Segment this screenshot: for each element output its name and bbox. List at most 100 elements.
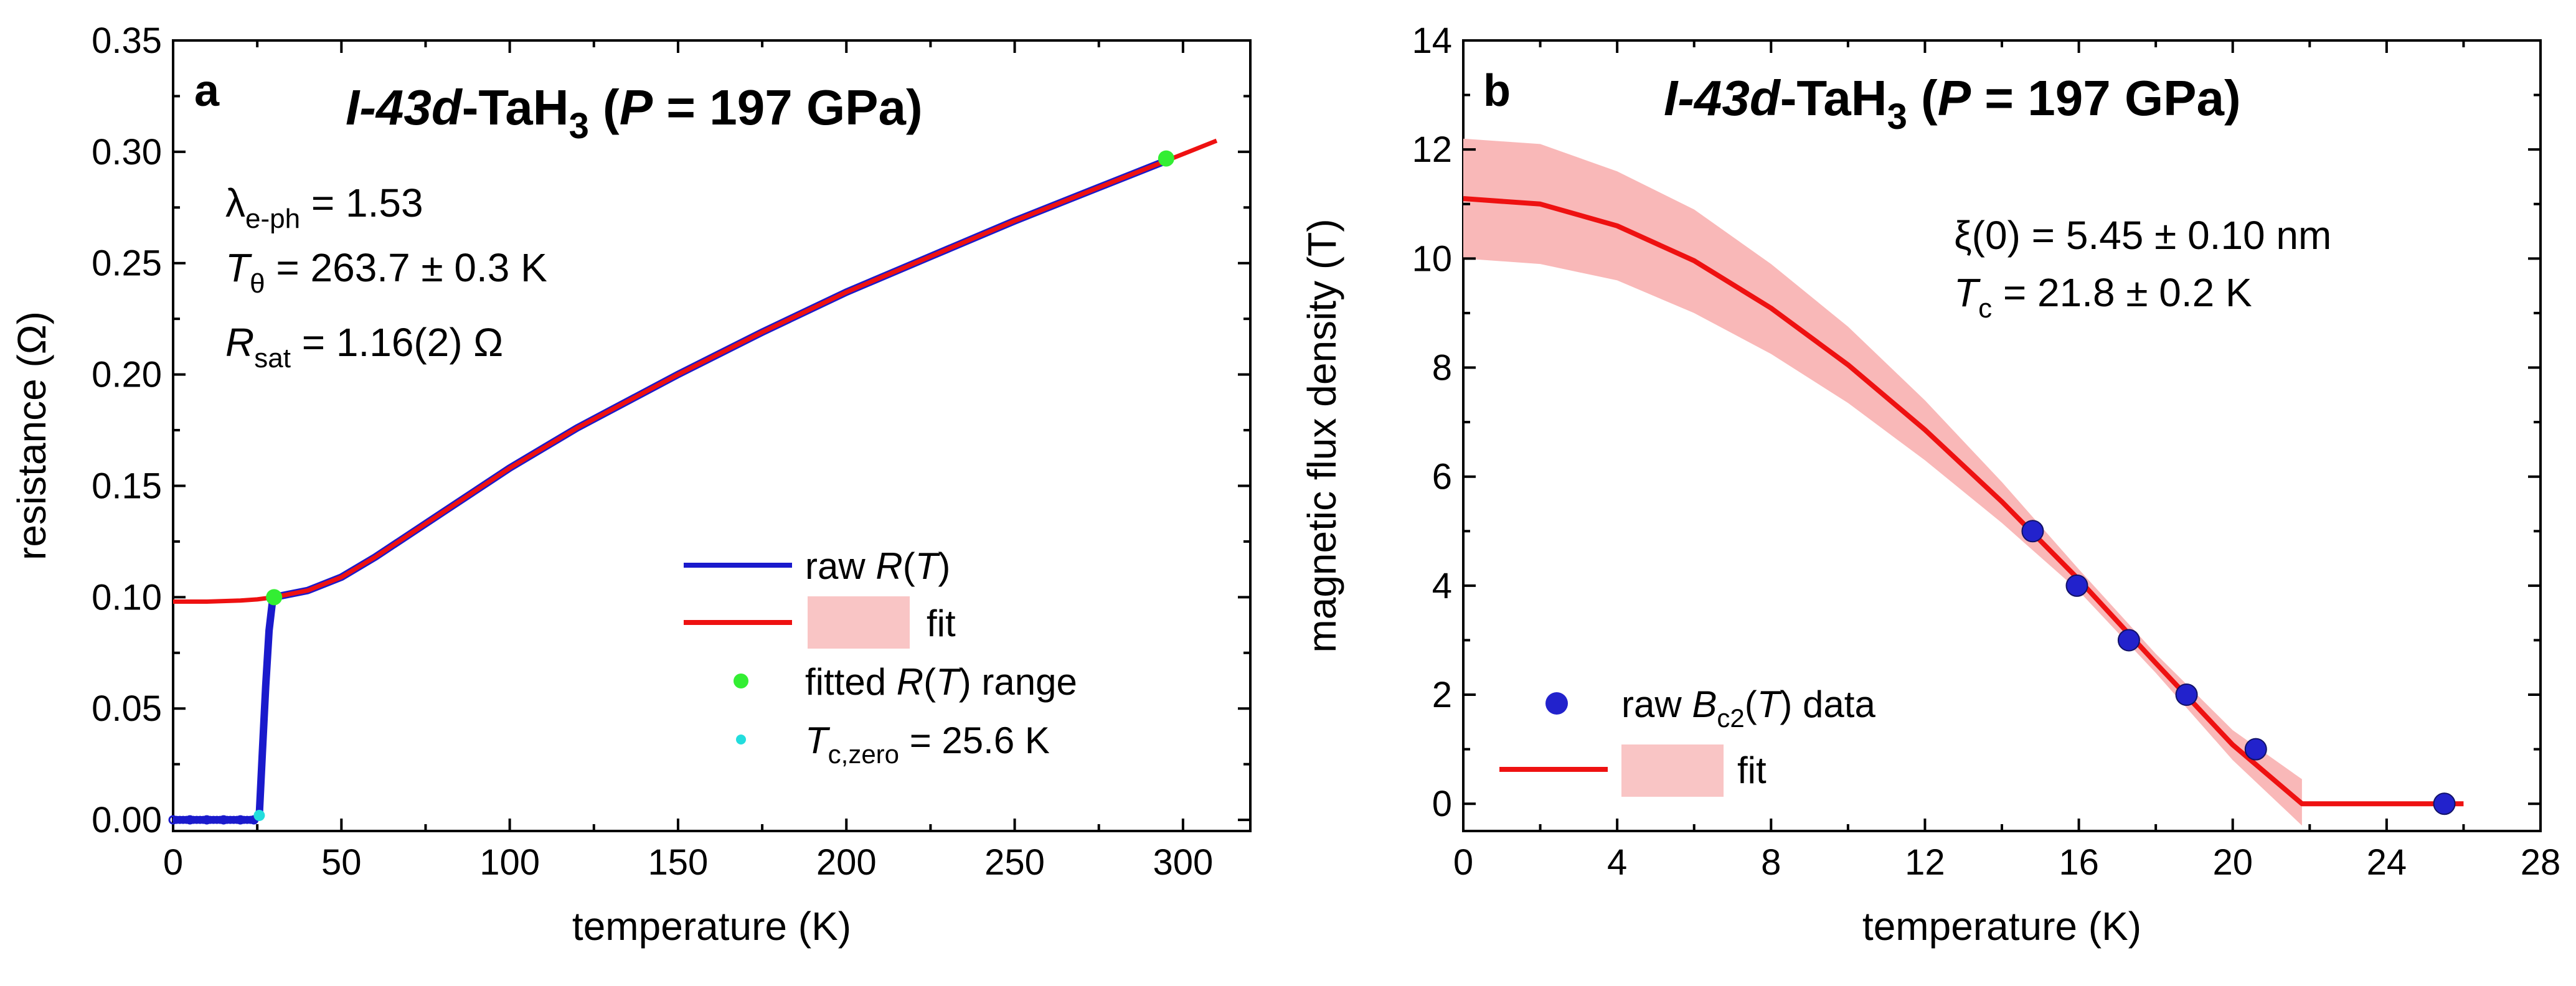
title-phase: I-43d	[346, 80, 463, 135]
title-pressure-var: P	[620, 80, 653, 135]
b-xtick-label: 24	[2367, 842, 2407, 883]
a-ytick-label: 0.25	[92, 243, 162, 284]
legend-a: raw R(T) fit fitted R(T) range Tc,zero =…	[684, 545, 1077, 769]
legend-a-fitted-marker	[734, 674, 748, 688]
y-axis-label-a: resistance (Ω)	[9, 311, 54, 560]
fitted-range-marker	[1158, 150, 1174, 167]
legend-a-raw-var: R	[875, 545, 902, 587]
annot-lambda: λe-ph = 1.53	[225, 181, 423, 234]
panel-letter-b: b	[1483, 66, 1511, 116]
b-ytick-label: 4	[1432, 566, 1452, 606]
annot-lambda-main: λ	[225, 181, 245, 225]
legend-b-raw-marker	[1545, 692, 1568, 715]
b-xtick-label: 8	[1761, 842, 1781, 883]
fit-series-line	[173, 138, 1218, 604]
legend-a-fit-label: fit	[927, 603, 956, 644]
legend-a-tc-marker	[736, 735, 746, 744]
legend-b-raw-arg: T	[1757, 683, 1783, 725]
a-xtick-label: 150	[648, 842, 709, 883]
b-ytick-label: 2	[1432, 675, 1452, 715]
b-xtick-label: 20	[2212, 842, 2253, 883]
legend-b-raw-sub: c2	[1717, 703, 1744, 733]
a-ytick-label: 0.15	[92, 466, 162, 506]
legend-b-raw-post: ) data	[1780, 683, 1875, 725]
legend-b-raw-label: raw Bc2(T) data	[1621, 683, 1875, 733]
title-phase: I-43d	[1664, 70, 1781, 126]
b-xtick-label: 16	[2059, 842, 2099, 883]
a-ytick-label: 0.10	[92, 577, 162, 617]
legend-a-raw-label: raw R(T)	[805, 545, 950, 587]
annot-rsat: Rsat = 1.16(2) Ω	[225, 320, 503, 373]
b-xtick-label: 12	[1905, 842, 1945, 883]
panel-letter-a: a	[194, 66, 220, 116]
b-xtick-label: 4	[1607, 842, 1627, 883]
a-xtick-label: 50	[321, 842, 362, 883]
legend-b-raw-open: (	[1745, 683, 1757, 725]
annot-lambda-sub: e-ph	[245, 204, 300, 234]
y-axis-label-b: magnetic flux density (T)	[1300, 218, 1344, 652]
a-xtick-label: 200	[816, 842, 877, 883]
title-pressure-open: (	[589, 80, 620, 135]
annot-theta-sub: θ	[250, 268, 265, 299]
annot-rsat-main: R	[225, 320, 254, 365]
legend-a-fitted-var: R	[897, 661, 923, 703]
legend-a-fitted-arg: T	[936, 661, 961, 703]
annot-tc: Tc = 21.8 ± 0.2 K	[1954, 270, 2252, 324]
tc-zero-marker	[253, 809, 265, 821]
plot-frame-a	[172, 39, 1252, 832]
title-compound: -TaH	[1780, 70, 1887, 126]
a-xtick-label: 0	[163, 842, 183, 883]
a-xtick-label: 250	[984, 842, 1045, 883]
title-compound: -TaH	[462, 80, 569, 135]
legend-a-raw-close: )	[938, 545, 950, 587]
annot-theta: Tθ = 263.7 ± 0.3 K	[225, 245, 547, 299]
b-ytick-label: 12	[1412, 129, 1452, 170]
x-axis-label-b: temperature (K)	[1862, 904, 2141, 949]
legend-b-raw-var: B	[1692, 683, 1717, 725]
legend-a-fitted-label: fitted R(T) range	[805, 661, 1077, 703]
b-ytick-label: 8	[1432, 348, 1452, 388]
title-pressure-val: = 197 GPa)	[653, 80, 923, 135]
b-ytick-label: 14	[1412, 21, 1452, 61]
b-xtick-label: 0	[1453, 842, 1473, 883]
bc2-data-point	[2065, 574, 2088, 597]
title-pressure-var: P	[1938, 70, 1971, 126]
bc2-data-point	[2021, 520, 2044, 543]
annot-tc-val: = 21.8 ± 0.2 K	[1992, 270, 2252, 315]
series-group-a	[168, 138, 1218, 825]
bc2-data-point	[2175, 683, 2198, 707]
legend-b-fit-band	[1621, 744, 1724, 797]
b-xtick-label: 28	[2521, 842, 2561, 883]
panel-a-title: I-43d-TaH3 (P = 197 GPa)	[346, 80, 923, 146]
a-ytick-label: 0.05	[92, 688, 162, 729]
panel-b-title: I-43d-TaH3 (P = 197 GPa)	[1664, 70, 2241, 137]
legend-b: raw Bc2(T) data fit	[1499, 683, 1875, 797]
panel-a-chart: 0 50 100 150 200 250 300 0.00 0.05 0.10 0.15 0.20 0.…	[9, 21, 1252, 949]
annot-tc-main: T	[1954, 270, 1981, 315]
b-ytick-label: 0	[1432, 784, 1452, 824]
legend-a-fit-band	[808, 596, 910, 649]
legend-a-fitted-pre: fitted	[805, 661, 897, 703]
a-xtick-label: 100	[479, 842, 540, 883]
legend-a-tc-sub: c,zero	[828, 740, 899, 769]
a-ytick-label: 0.30	[92, 132, 162, 172]
fitted-range-marker	[266, 589, 283, 606]
legend-b-raw-pre: raw	[1621, 683, 1692, 725]
legend-a-raw-post: (	[903, 545, 915, 587]
x-axis-label-a: temperature (K)	[572, 904, 851, 949]
legend-a-tc-label: Tc,zero = 25.6 K	[805, 720, 1050, 769]
fit-series-line	[1463, 196, 2464, 807]
title-pressure-val: = 197 GPa)	[1971, 70, 2241, 126]
legend-a-fitted-post: ) range	[959, 661, 1077, 703]
legend-a-tc-val: = 25.6 K	[899, 720, 1050, 761]
legend-a-raw-arg: T	[915, 545, 941, 587]
a-ytick-label: 0.35	[92, 21, 162, 61]
legend-b-fit-label: fit	[1737, 749, 1767, 791]
a-ytick-label: 0.00	[92, 800, 162, 840]
legend-a-fitted-mid: (	[923, 661, 936, 703]
annot-xi: ξ(0) = 5.45 ± 0.10 nm	[1954, 213, 2331, 258]
annot-rsat-sub: sat	[254, 343, 291, 373]
